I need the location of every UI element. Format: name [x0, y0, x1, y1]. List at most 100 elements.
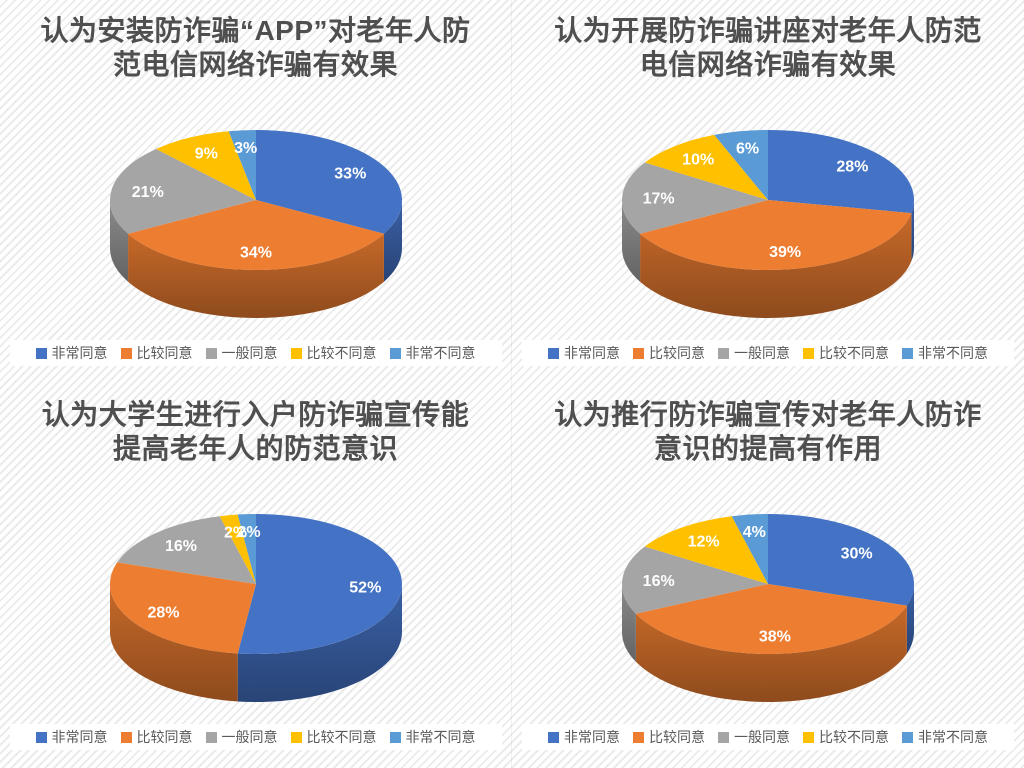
pie-data-label: 4% — [743, 524, 766, 541]
pie-slice-side — [622, 200, 641, 282]
legend-label: 比较不同意 — [306, 729, 377, 745]
legend-swatch-icon — [902, 347, 913, 359]
chart-title-line: 范电信网络诈骗有效果 — [112, 49, 398, 80]
pie-slice-side — [911, 200, 914, 262]
legend-item: 非常不同意 — [389, 727, 476, 747]
pie-slice — [768, 130, 914, 214]
pie-3d-chart: 33% 34% 21% 9% 3% — [109, 130, 402, 318]
legend-label: 一般同意 — [221, 345, 278, 361]
legend-swatch-icon — [633, 347, 644, 359]
legend-swatch-icon — [290, 347, 302, 359]
chart-title-line: 认为安装防诈骗“APP”对老年人防 — [40, 15, 471, 46]
legend-swatch-icon — [120, 731, 132, 743]
pie-slice — [109, 562, 256, 654]
pie-data-label: 3% — [234, 140, 257, 157]
legend-swatch-icon — [389, 347, 401, 359]
chart-title: 认为安装防诈骗“APP”对老年人防 范电信网络诈骗有效果 — [0, 14, 511, 82]
legend-item: 非常同意 — [35, 343, 108, 363]
pie-data-label: 30% — [841, 545, 873, 562]
pie-slice — [109, 148, 256, 234]
legend-item: 比较不同意 — [290, 343, 377, 363]
pie-slice-side — [109, 584, 238, 702]
legend-label: 比较同意 — [649, 345, 705, 361]
legend-item: 比较不同意 — [290, 727, 377, 747]
legend-label: 非常同意 — [564, 345, 620, 361]
pie-slice — [640, 200, 912, 270]
pie-data-label: 34% — [239, 245, 271, 262]
chart-legend: 非常同意 比较同意 一般同意 比较不同意 非常不同意 — [9, 724, 502, 750]
pie-data-label: 9% — [194, 145, 217, 162]
pie-chart-panel-1: 认为安装防诈骗“APP”对老年人防 范电信网络诈骗有效果 33% 34% 21% 9%… — [0, 0, 512, 384]
pie-3d-chart: 28% 39% 17% 10% 6% — [622, 130, 914, 318]
legend-label: 比较同意 — [136, 345, 193, 361]
legend-swatch-icon — [389, 731, 401, 743]
pie-slice — [237, 514, 256, 584]
pie-slice — [155, 131, 256, 200]
pie-3d-chart: 52% 28% 16% 2%2% — [109, 514, 402, 703]
legend-label: 非常同意 — [564, 729, 620, 745]
pie-slice — [127, 200, 384, 270]
pie-slice-side — [383, 200, 402, 282]
pie-slice — [228, 130, 256, 200]
chart-legend: 非常同意 比较同意 一般同意 比较不同意 非常不同意 — [9, 340, 502, 366]
pie-slice — [116, 516, 256, 584]
legend-item: 非常不同意 — [902, 343, 988, 363]
legend-label: 比较不同意 — [306, 345, 377, 361]
pie-slice — [644, 134, 768, 200]
pie-3d-chart: 30% 38% 16% 12% 4% — [622, 514, 914, 702]
legend-swatch-icon — [120, 347, 132, 359]
legend-item: 非常不同意 — [389, 343, 476, 363]
legend-swatch-icon — [803, 731, 814, 743]
pie-data-label: 39% — [769, 244, 801, 261]
pie-slice-side — [622, 584, 636, 662]
legend-item: 非常同意 — [35, 727, 108, 747]
legend-item: 比较同意 — [120, 343, 193, 363]
pie-data-label: 10% — [682, 152, 714, 169]
pie-slice — [219, 514, 256, 584]
pie-data-label: 6% — [736, 141, 759, 158]
pie-slice-side — [906, 584, 914, 654]
pie-chart-panel-3: 认为大学生进行入户防诈骗宣传能 提高老年人的防范意识 52% 28% 16% 2% 2%… — [0, 384, 512, 768]
pie-slice-side — [640, 213, 912, 318]
pie-data-label: 28% — [836, 159, 868, 176]
pie-chart-panel-2: 认为开展防诈骗讲座对老年人防范 电信网络诈骗有效果 28% 39% 17% 10% 6%… — [512, 0, 1024, 384]
pie-slice — [731, 514, 768, 584]
chart-title-line: 认为开展防诈骗讲座对老年人防范 — [554, 15, 982, 46]
pie-data-label: 33% — [334, 166, 366, 183]
legend-label: 非常同意 — [51, 345, 108, 361]
pie-data-label: 2% — [223, 525, 246, 542]
legend-label: 比较不同意 — [819, 729, 889, 745]
legend-swatch-icon — [35, 347, 47, 359]
legend-swatch-icon — [205, 731, 217, 743]
legend-swatch-icon — [718, 731, 729, 743]
chart-title: 认为开展防诈骗讲座对老年人防范 电信网络诈骗有效果 — [512, 14, 1024, 82]
pie-slice — [237, 514, 402, 654]
pie-slice — [714, 130, 768, 200]
pie-slice-side — [635, 605, 907, 702]
legend-item: 一般同意 — [205, 343, 278, 363]
legend-label: 非常同意 — [51, 729, 108, 745]
pie-data-label: 38% — [759, 629, 791, 646]
legend-item: 非常同意 — [548, 343, 620, 363]
pie-slice-side — [127, 233, 384, 318]
pie-data-label: 28% — [147, 604, 179, 621]
chart-title-line: 提高老年人的防范意识 — [112, 433, 398, 464]
legend-item: 比较同意 — [633, 727, 705, 747]
pie-slice — [644, 516, 768, 584]
pie-data-label: 17% — [643, 191, 675, 208]
legend-label: 比较同意 — [649, 729, 705, 745]
legend-item: 一般同意 — [718, 727, 790, 747]
legend-swatch-icon — [902, 731, 913, 743]
chart-title-line: 认为大学生进行入户防诈骗宣传能 — [41, 399, 470, 430]
legend-swatch-icon — [290, 731, 302, 743]
legend-label: 非常不同意 — [918, 345, 988, 361]
pie-slice — [635, 584, 907, 654]
pie-slice — [768, 514, 914, 606]
legend-swatch-icon — [633, 731, 644, 743]
legend-item: 一般同意 — [205, 727, 278, 747]
chart-title: 认为大学生进行入户防诈骗宣传能 提高老年人的防范意识 — [0, 398, 511, 466]
chart-title-line: 电信网络诈骗有效果 — [639, 49, 897, 80]
legend-label: 一般同意 — [734, 345, 790, 361]
legend-swatch-icon — [548, 347, 559, 359]
